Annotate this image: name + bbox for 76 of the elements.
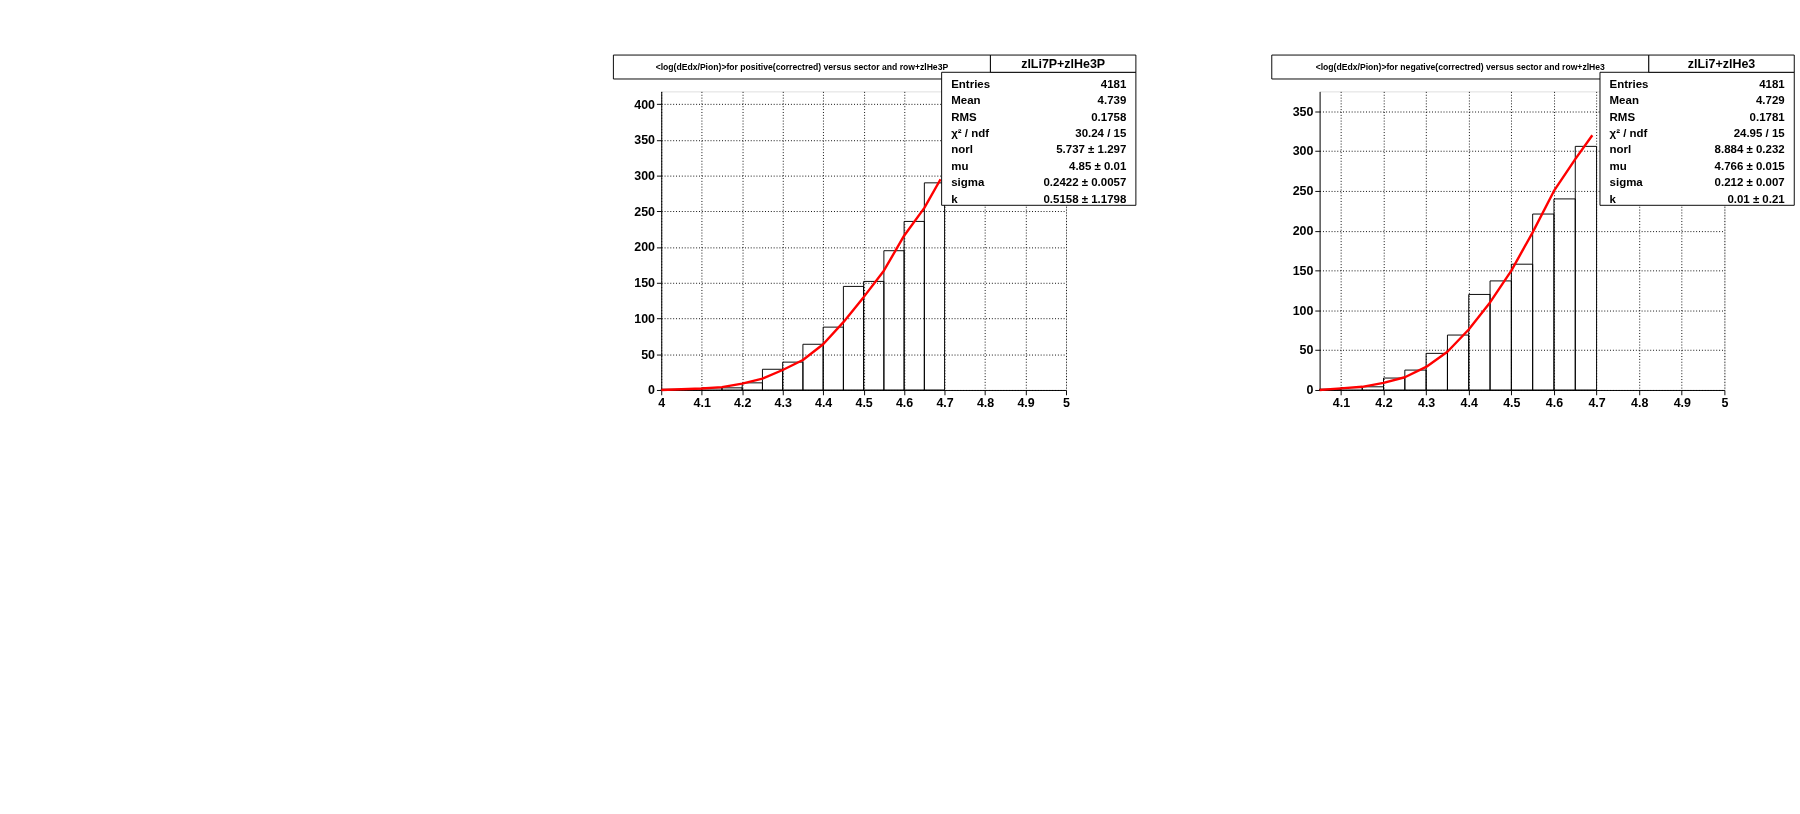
annotation: k [1609, 192, 1617, 205]
y-tick-label: 100 [1292, 303, 1314, 318]
text: 24.95 / 15 [1733, 126, 1786, 139]
y-tick-label: 0 [648, 383, 656, 398]
x-tick-label: 4.3 [1417, 395, 1436, 410]
x-tick-label: 4.4 [814, 395, 833, 410]
annotation: RMS [1609, 110, 1636, 123]
x-tick-label: 4.2 [734, 395, 752, 410]
text: 0.1758 [1091, 110, 1127, 123]
y-tick-label: 0 [1306, 383, 1314, 398]
y-tick-label: 200 [1292, 224, 1314, 239]
annotation: χ² / ndf [951, 126, 990, 139]
annotation: 4.766 ± 0.015 [1714, 159, 1786, 172]
y-tick-label: 200 [634, 240, 656, 255]
x-tick-label: 4.5 [855, 395, 873, 410]
annotation: 8.884 ± 0.232 [1714, 143, 1785, 156]
chart-title: <log(dEdx/Pion)>for positive(correctred) versus sector and row+zlHe3P [655, 62, 949, 73]
x-tick-label: 4.9 [1017, 395, 1035, 410]
text: Entries [951, 77, 991, 90]
annotation: k [951, 192, 959, 205]
y-tick-label: 50 [641, 347, 656, 362]
y-tick-label: 300 [634, 169, 656, 184]
text: 0.01 ± 0.21 [1727, 192, 1786, 205]
text: zlLi7+zlHe3 [1687, 56, 1756, 71]
x-tick-label: 4.6 [1545, 395, 1564, 410]
x-tick-label: 4.4 [1460, 395, 1478, 410]
annotation: 0.212 ± 0.007 [1714, 176, 1785, 189]
annotation: mu [951, 159, 969, 172]
annotation: norl [1609, 143, 1632, 156]
y-tick-label: 250 [634, 204, 656, 219]
annotation: norl [951, 143, 973, 156]
annotation: 5.737 ± 1.297 [1056, 143, 1127, 156]
y-tick-label: 150 [1292, 263, 1314, 278]
annotation: 0.5158 ± 1.1798 [1043, 192, 1127, 205]
x-tick-label: 4.8 [976, 395, 995, 410]
x-tick-label: 4.7 [936, 395, 954, 410]
text: 0.1781 [1749, 110, 1786, 123]
x-tick-label: 4.6 [895, 395, 914, 410]
y-tick-label: 50 [1299, 343, 1314, 358]
y-tick-label: 250 [1292, 184, 1314, 199]
annotation: 0.2422 ± 0.0057 [1043, 176, 1127, 189]
annotation: sigma [1609, 176, 1644, 189]
text: 4.729 [1755, 94, 1785, 107]
text: 4181 [1759, 77, 1786, 90]
annotation: mu [1609, 159, 1627, 172]
line-series [660, 178, 942, 392]
y-tick-label: 100 [634, 311, 656, 326]
text: zlLi7P+zlHe3P [1021, 56, 1106, 71]
y-tick-label: 400 [634, 97, 656, 112]
text: 30.24 / 15 [1075, 126, 1127, 139]
y-tick-label: 350 [1292, 104, 1314, 119]
x-tick-label: 4.1 [693, 395, 711, 410]
annotation: Mean [951, 94, 981, 107]
y-tick-label: 300 [1292, 144, 1314, 159]
annotation: sigma [951, 176, 985, 189]
y-tick-label: 350 [634, 133, 656, 148]
x-tick-label: 4.1 [1332, 395, 1351, 410]
text: Entries [1609, 77, 1649, 90]
x-tick-label: 4.9 [1673, 395, 1691, 410]
x-tick-label: 4.8 [1631, 395, 1649, 410]
y-tick-label: 150 [634, 276, 656, 291]
text: 4.85 ± 0.01 [1069, 159, 1127, 172]
x-tick-label: 4.3 [774, 395, 792, 410]
annotation: RMS [951, 110, 978, 123]
text: 4.739 [1097, 94, 1127, 107]
x-tick-label: 4.5 [1503, 395, 1521, 410]
annotation: Mean [1609, 94, 1639, 107]
x-tick-label: 5 [1063, 395, 1071, 410]
line-series [1318, 134, 1594, 392]
x-tick-label: 4.7 [1588, 395, 1606, 410]
annotation: χ² / ndf [1609, 126, 1648, 139]
x-tick-label: 5 [1721, 395, 1729, 410]
text: 4181 [1100, 77, 1127, 90]
x-tick-label: 4 [658, 395, 666, 410]
x-tick-label: 4.2 [1375, 395, 1393, 410]
chart-title: <log(dEdx/Pion)>for negative(correctred) versus sector and row+zlHe3 [1315, 62, 1606, 73]
